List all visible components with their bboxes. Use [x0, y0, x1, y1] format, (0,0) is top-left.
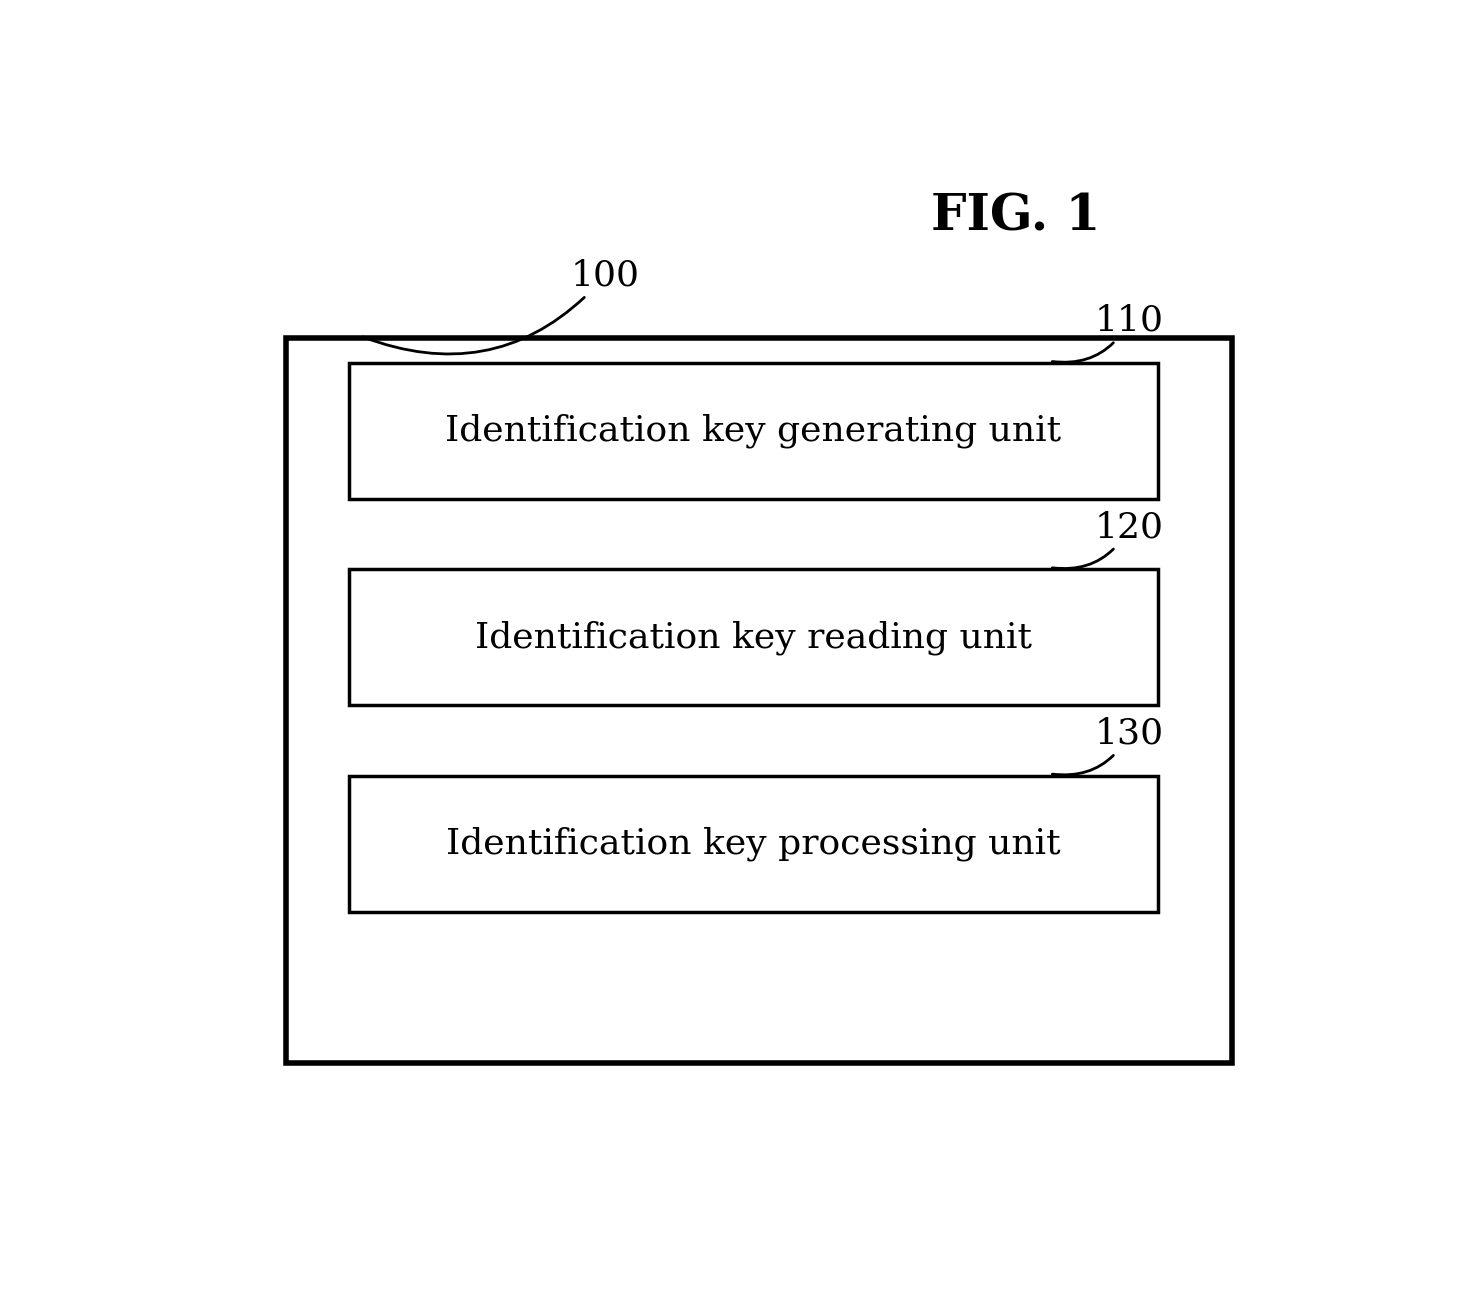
Bar	[287, 339, 1232, 1063]
Text: 100: 100	[363, 259, 639, 354]
Bar	[348, 776, 1158, 912]
Text: Identification key processing unit: Identification key processing unit	[445, 826, 1061, 861]
Text: Identification key reading unit: Identification key reading unit	[475, 620, 1032, 655]
Text: Identification key generating unit: Identification key generating unit	[445, 414, 1061, 448]
Text: FIG. 1: FIG. 1	[931, 192, 1100, 240]
Bar	[348, 363, 1158, 499]
Bar	[348, 570, 1158, 706]
Text: 120: 120	[1053, 510, 1164, 569]
Text: 130: 130	[1053, 716, 1164, 775]
Text: 110: 110	[1053, 305, 1164, 362]
